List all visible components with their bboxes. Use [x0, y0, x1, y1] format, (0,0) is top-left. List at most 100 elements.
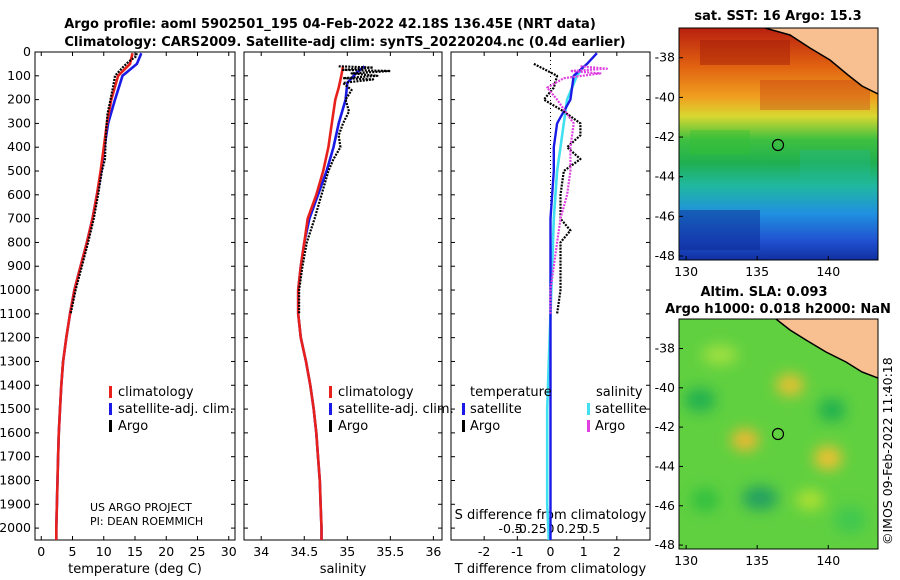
y-tick-label: 1100 — [0, 306, 31, 321]
x-axis-label: temperature (deg C) — [68, 562, 202, 577]
legend-swatch-clim — [109, 386, 112, 398]
x-tick-label: 0 — [547, 544, 555, 559]
series-argo — [298, 65, 392, 314]
temperature-legend: climatology satellite-adj. clim. Argo — [109, 385, 234, 434]
y-tick-label: 400 — [7, 139, 31, 154]
y-tick-label: 100 — [7, 68, 31, 83]
map-y-tick-label: -44 — [655, 169, 675, 184]
sla-argo-marker — [771, 427, 785, 441]
y-tick-label: 1300 — [0, 353, 31, 368]
watermark: ©IMOS 09-Feb-2022 11:40:18 — [880, 357, 895, 545]
x-tick-label: 15 — [127, 544, 143, 559]
sst-frame — [678, 27, 879, 261]
map-y-tick-label: -40 — [655, 89, 675, 104]
map-x-tick-label: 140 — [816, 264, 840, 279]
x-tick-label: 2 — [613, 544, 621, 559]
y-tick-label: 1800 — [0, 472, 31, 487]
y-tick-label: 300 — [7, 115, 31, 130]
legend-swatch-t-sat — [462, 403, 465, 415]
y-tick-label: 0 — [23, 44, 31, 59]
x-tick-label: 10 — [96, 544, 112, 559]
legend-label-clim: climatology — [118, 385, 194, 400]
legend-label-t-argo: Argo — [470, 419, 500, 434]
map-y-tick-label: -46 — [655, 208, 675, 223]
x-tick-label: 35.5 — [376, 544, 404, 559]
y-tick-label: 1000 — [0, 282, 31, 297]
y-tick-label: 1900 — [0, 496, 31, 511]
sst-title: sat. SST: 16 Argo: 15.3 — [694, 9, 861, 24]
map-y-tick-label: -46 — [655, 498, 675, 513]
x-tick-label: 36 — [425, 544, 441, 559]
legend-label-sat-s: satellite-adj. clim. — [338, 402, 454, 417]
y-tick-label: 800 — [7, 234, 31, 249]
y-tick-label: 1400 — [0, 377, 31, 392]
x-tick-label: 25 — [190, 544, 206, 559]
legend-swatch-s-sat — [587, 403, 590, 415]
x-tick-label: 20 — [158, 544, 174, 559]
credit-line2: PI: DEAN ROEMMICH — [90, 515, 203, 528]
legend-head-temperature: temperature — [470, 385, 552, 400]
map-y-tick-label: -42 — [655, 419, 675, 434]
legend-label-argo: Argo — [118, 419, 148, 434]
y-tick-label: 1700 — [0, 449, 31, 464]
sla-map — [678, 318, 879, 550]
x-tick-label: 30 — [221, 544, 237, 559]
sla-frame — [678, 318, 879, 550]
salinity-legend: climatology satellite-adj. clim. Argo — [329, 385, 454, 434]
x-tick-label: 34.5 — [290, 544, 318, 559]
map-y-tick-label: -44 — [655, 458, 675, 473]
legend-label-s-argo: Argo — [595, 419, 625, 434]
map-x-tick-label: 135 — [745, 264, 769, 279]
difference-legend: temperature salinity satellite Argo sate… — [462, 385, 647, 434]
temperature-panel: 0 5 10 15 20 25 300100200300400500600700800900… — [0, 44, 237, 577]
y-tick-label: 1500 — [0, 401, 31, 416]
s-tick-label: 0.25 — [556, 521, 584, 536]
y-tick-label: 700 — [7, 211, 31, 226]
sst-land — [765, 28, 878, 94]
y-tick-label: 2000 — [0, 520, 31, 535]
x-tick-label: 1 — [580, 544, 588, 559]
legend-swatch-argo-s — [329, 420, 332, 432]
sla-title-2: Argo h1000: 0.018 h2000: NaN — [665, 302, 891, 317]
x-tick-label: -2 — [478, 544, 490, 559]
x-tick-label: 5 — [69, 544, 77, 559]
legend-swatch-s-argo — [587, 420, 590, 432]
legend-label-t-sat: satellite — [470, 402, 522, 417]
legend-label-clim-s: climatology — [338, 385, 414, 400]
series-temperature-argo — [533, 62, 582, 315]
sst-coastline — [764, 28, 878, 95]
x-tick-label: 34 — [253, 544, 269, 559]
legend-label-s-sat: satellite — [595, 402, 647, 417]
sst-argo-marker — [771, 138, 785, 152]
sla-texture — [684, 345, 866, 534]
map-y-tick-label: -48 — [655, 537, 675, 552]
legend-label-argo-s: Argo — [338, 419, 368, 434]
title-line2: Climatology: CARS2009. Satellite-adj cli… — [64, 35, 625, 50]
sst-map — [678, 27, 879, 261]
credit-line1: US ARGO PROJECT — [90, 501, 192, 514]
legend-swatch-t-argo — [462, 420, 465, 432]
sla-title-1: Altim. SLA: 0.093 — [701, 285, 828, 300]
map-y-tick-label: -42 — [655, 129, 675, 144]
map-y-tick-label: -38 — [655, 50, 675, 65]
y-tick-label: 900 — [7, 258, 31, 273]
series-salinity-satellite — [545, 65, 585, 541]
s-tick-label: -0.25 — [514, 521, 546, 536]
sla-land — [776, 319, 878, 378]
x-tick-label: 0 — [37, 544, 45, 559]
difference-panel: -2 -1 0 1 2-0.5-0.25 0 0.250.5S difference fro… — [450, 51, 651, 577]
salinity-panel: 34 34.5 35 35.5 36 salinity — [243, 51, 443, 577]
x-axis-label: T difference from climatology — [454, 562, 647, 577]
legend-swatch-sat — [109, 403, 112, 415]
plot-area-0 — [34, 51, 236, 541]
series-salinity-argo — [546, 65, 609, 314]
s-tick-label: 0.5 — [580, 521, 600, 536]
map-x-tick-label: 135 — [745, 553, 769, 568]
x-tick-label: 35 — [339, 544, 355, 559]
y-tick-label: 500 — [7, 163, 31, 178]
sla-coastline — [775, 319, 878, 379]
series-argo — [69, 52, 138, 315]
map-x-tick-label: 140 — [816, 553, 840, 568]
